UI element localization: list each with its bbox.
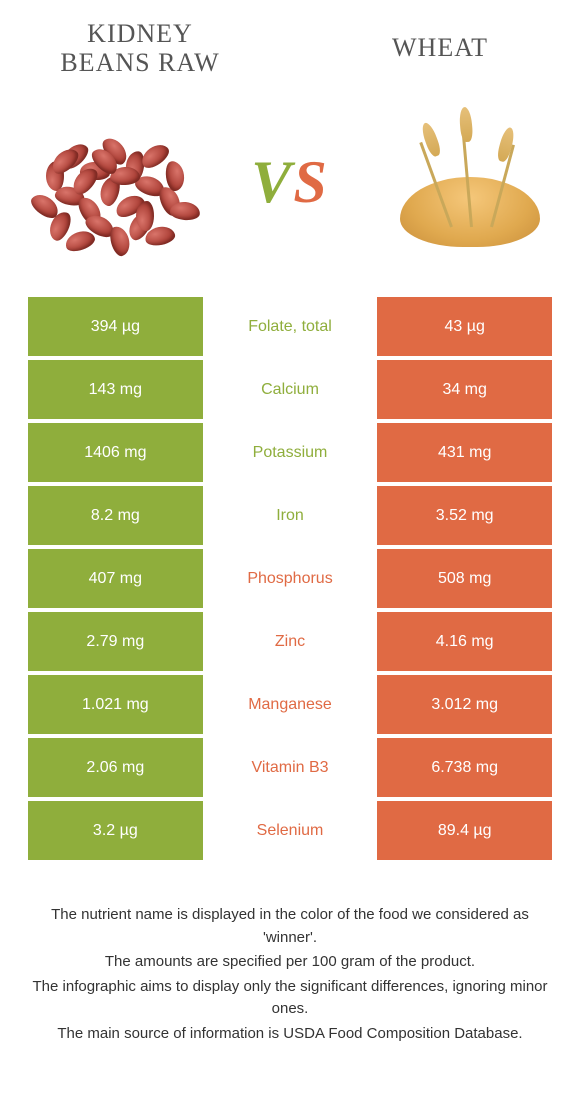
nutrient-left-value: 407 mg bbox=[28, 549, 203, 608]
vs-v: V bbox=[251, 149, 293, 215]
nutrient-left-value: 143 mg bbox=[28, 360, 203, 419]
nutrient-left-value: 2.06 mg bbox=[28, 738, 203, 797]
nutrient-left-value: 3.2 µg bbox=[28, 801, 203, 860]
nutrient-name: Iron bbox=[203, 486, 378, 545]
nutrient-row: 8.2 mgIron3.52 mg bbox=[28, 486, 552, 545]
nutrient-right-value: 43 µg bbox=[377, 297, 552, 356]
footer-line-3: The infographic aims to display only the… bbox=[30, 976, 550, 1021]
nutrient-right-value: 34 mg bbox=[377, 360, 552, 419]
nutrient-left-value: 1406 mg bbox=[28, 423, 203, 482]
nutrient-right-value: 3.52 mg bbox=[377, 486, 552, 545]
footer-line-1: The nutrient name is displayed in the co… bbox=[30, 904, 550, 949]
nutrient-right-value: 508 mg bbox=[377, 549, 552, 608]
nutrient-row: 1.021 mgManganese3.012 mg bbox=[28, 675, 552, 734]
nutrient-name: Folate, total bbox=[203, 297, 378, 356]
vs-s: S bbox=[293, 149, 328, 215]
nutrient-right-value: 89.4 µg bbox=[377, 801, 552, 860]
nutrient-left-value: 8.2 mg bbox=[28, 486, 203, 545]
kidney-beans-image bbox=[20, 107, 200, 257]
header: Kidney beans raw Wheat bbox=[0, 0, 580, 87]
nutrient-row: 394 µgFolate, total43 µg bbox=[28, 297, 552, 356]
nutrient-name: Vitamin B3 bbox=[203, 738, 378, 797]
nutrient-right-value: 431 mg bbox=[377, 423, 552, 482]
nutrient-name: Calcium bbox=[203, 360, 378, 419]
nutrient-row: 1406 mgPotassium431 mg bbox=[28, 423, 552, 482]
nutrient-row: 407 mgPhosphorus508 mg bbox=[28, 549, 552, 608]
nutrient-right-value: 3.012 mg bbox=[377, 675, 552, 734]
nutrient-row: 3.2 µgSelenium89.4 µg bbox=[28, 801, 552, 860]
wheat-image bbox=[380, 107, 560, 257]
nutrient-table: 394 µgFolate, total43 µg143 mgCalcium34 … bbox=[0, 297, 580, 860]
nutrient-right-value: 6.738 mg bbox=[377, 738, 552, 797]
nutrient-name: Potassium bbox=[203, 423, 378, 482]
nutrient-name: Zinc bbox=[203, 612, 378, 671]
vs-label: VS bbox=[251, 148, 328, 217]
nutrient-left-value: 1.021 mg bbox=[28, 675, 203, 734]
nutrient-left-value: 394 µg bbox=[28, 297, 203, 356]
nutrient-name: Manganese bbox=[203, 675, 378, 734]
nutrient-row: 2.06 mgVitamin B36.738 mg bbox=[28, 738, 552, 797]
nutrient-row: 143 mgCalcium34 mg bbox=[28, 360, 552, 419]
nutrient-left-value: 2.79 mg bbox=[28, 612, 203, 671]
vs-row: VS bbox=[0, 87, 580, 297]
nutrient-row: 2.79 mgZinc4.16 mg bbox=[28, 612, 552, 671]
nutrient-name: Phosphorus bbox=[203, 549, 378, 608]
nutrient-name: Selenium bbox=[203, 801, 378, 860]
food-title-right: Wheat bbox=[340, 34, 540, 63]
nutrient-right-value: 4.16 mg bbox=[377, 612, 552, 671]
footer-line-4: The main source of information is USDA F… bbox=[30, 1023, 550, 1046]
food-title-left: Kidney beans raw bbox=[40, 20, 240, 77]
footer-notes: The nutrient name is displayed in the co… bbox=[0, 864, 580, 1045]
footer-line-2: The amounts are specified per 100 gram o… bbox=[30, 951, 550, 974]
